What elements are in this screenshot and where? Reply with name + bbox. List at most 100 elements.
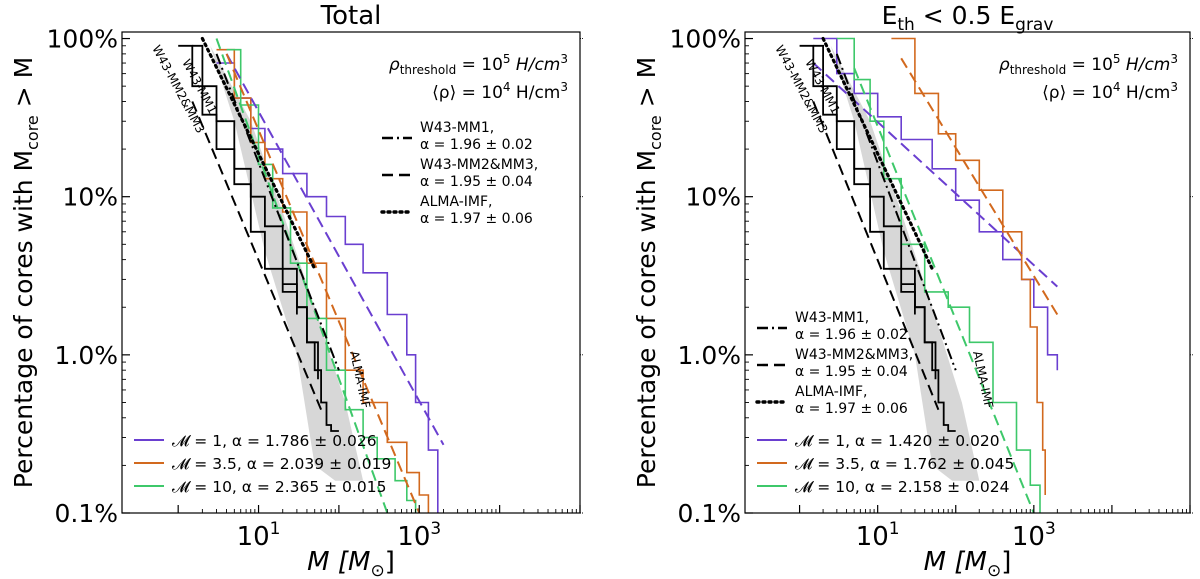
x-tick-exp: 3 (1045, 519, 1056, 539)
x-tick-base: 10 (1012, 522, 1045, 552)
series-m-1 (216, 62, 439, 513)
y-label-rest: > M (9, 57, 38, 115)
legend-label: W43-MM2&MM3, (420, 157, 538, 173)
mean-rho-unit-exp: 3 (560, 80, 568, 94)
legend-alpha: α = 1.95 ± 0.04 (795, 364, 908, 380)
x-label-close: ] (385, 547, 395, 577)
series-w43-mm1-fit (215, 53, 340, 371)
x-tick-label: 101 (237, 519, 281, 552)
legend-label: ALMA-IMF, (795, 384, 868, 400)
series-w43-mm2-mm3-cmf (799, 44, 916, 315)
x-label-main: M [M (307, 547, 370, 577)
rho: ρ (999, 55, 1010, 75)
y-tick-label: 10% (685, 183, 741, 212)
rho-sub: threshold (400, 63, 457, 77)
y-label-rest: > M (632, 57, 661, 115)
title-rest: < 0.5 E (915, 1, 1015, 30)
series-alma-imf-cmf (901, 283, 956, 432)
series-alma-imf-fit (200, 36, 317, 271)
legend-series-label: 𝓜 = 1, α = 1.786 ± 0.026 (172, 432, 377, 450)
mean-density-annotation: ⟨ρ⟩ = 104 H/cm3 (1042, 80, 1178, 103)
y-tick-label: 100% (670, 25, 741, 54)
plot-frame (744, 31, 1191, 514)
y-tick-label: 100% (47, 25, 118, 54)
rho: ρ (389, 55, 400, 75)
series-w43-mm1-fit (835, 53, 957, 371)
legend-alpha: α = 1.95 ± 0.04 (420, 174, 533, 190)
series-m-10 (226, 48, 417, 513)
y-tick-label: 10% (62, 183, 118, 212)
inline-label: ALMA-IMF (970, 350, 996, 410)
x-tick-exp: 3 (430, 519, 441, 539)
x-label-main: M [M (924, 547, 987, 577)
legend-label: ALMA-IMF, (420, 194, 493, 210)
legend-series-label: 𝓜 = 10, α = 2.158 ± 0.024 (795, 478, 1009, 496)
x-tick-label: 103 (1012, 519, 1056, 552)
x-label-sub: ⊙ (987, 561, 1001, 579)
y-label-main: Percentage of cores with M (9, 150, 38, 488)
title-eth: E (882, 1, 898, 30)
legend-series-label: 𝓜 = 10, α = 2.365 ± 0.015 (172, 478, 386, 496)
rho-sub: threshold (1010, 63, 1067, 77)
rho-unit-exp: 3 (1170, 52, 1178, 66)
series-m-3-5-fit (225, 53, 421, 514)
density-threshold-annotation: ρthreshold = 105 H/cm3 (999, 52, 1178, 77)
chart-title: Total (320, 1, 382, 31)
series-m-1-fit (225, 53, 445, 446)
series-w43-mm2-mm3-fit (191, 101, 323, 411)
y-label-sub: core (23, 115, 42, 150)
y-axis-label: Percentage of cores with Mcore > M (9, 57, 42, 488)
legend-alpha: α = 1.96 ± 0.02 (420, 137, 533, 153)
rho-exp: 5 (1113, 52, 1121, 66)
rho-eq: = 10 (456, 55, 503, 75)
x-tick-label: 101 (856, 519, 900, 552)
mean-rho-unit: H/cm (511, 83, 561, 103)
series-alma-imf-fit (821, 36, 934, 271)
series-w43-mm2-mm3-cmf (178, 44, 298, 315)
alma-imf-shaded-region (210, 45, 364, 481)
x-tick-base: 10 (397, 522, 430, 552)
series-m-1 (813, 37, 1059, 371)
plot-frame (121, 31, 581, 514)
mean-density-annotation: ⟨ρ⟩ = 104 H/cm3 (432, 80, 568, 103)
legend-label: W43-MM1, (420, 120, 494, 136)
y-tick-label: 0.1% (677, 499, 741, 528)
series-m-10-fit (853, 67, 1035, 514)
x-tick-label: 103 (397, 519, 441, 552)
rho-eq: = 10 (1066, 55, 1113, 75)
x-tick-base: 10 (237, 522, 270, 552)
title-egrav-sub: grav (1015, 15, 1053, 35)
legend-alpha: α = 1.96 ± 0.02 (795, 327, 908, 343)
series-alma-imf-cmf (282, 283, 339, 432)
x-axis-label: M [M⊙] (924, 547, 1012, 579)
legend-series-label: 𝓜 = 3.5, α = 2.039 ± 0.019 (172, 455, 391, 473)
title-eth-sub: th (897, 15, 914, 35)
rho-exp: 5 (503, 52, 511, 66)
y-tick-label: 1.0% (54, 341, 118, 370)
alma-imf-shaded-region (830, 45, 980, 481)
mean-rho-unit: H/cm (1121, 83, 1171, 103)
legend-alpha: α = 1.97 ± 0.06 (795, 401, 908, 417)
x-tick-base: 10 (856, 522, 889, 552)
mean-rho-exp: 4 (503, 80, 511, 94)
x-label-sub: ⊙ (370, 561, 384, 579)
density-threshold-annotation: ρthreshold = 105 H/cm3 (389, 52, 568, 77)
y-axis-label: Percentage of cores with Mcore > M (632, 57, 665, 488)
mean-rho: ⟨ρ⟩ = 10 (432, 83, 503, 103)
x-tick-exp: 1 (889, 519, 900, 539)
series-m-3-5 (891, 37, 1046, 495)
mean-rho-exp: 4 (1113, 80, 1121, 94)
legend-series-label: 𝓜 = 1, α = 1.420 ± 0.020 (795, 432, 1000, 450)
rho-unit: H/cm (1121, 55, 1171, 75)
rho-unit: H/cm (511, 55, 561, 75)
legend-label: W43-MM1, (795, 310, 869, 326)
x-label-close: ] (1001, 547, 1011, 577)
legend-alpha: α = 1.97 ± 0.06 (420, 211, 533, 227)
series-w43-mm2-mm3-fit (812, 101, 940, 411)
rho-unit-exp: 3 (560, 52, 568, 66)
mean-rho: ⟨ρ⟩ = 10 (1042, 83, 1113, 103)
x-axis-label: M [M⊙] (307, 547, 395, 579)
